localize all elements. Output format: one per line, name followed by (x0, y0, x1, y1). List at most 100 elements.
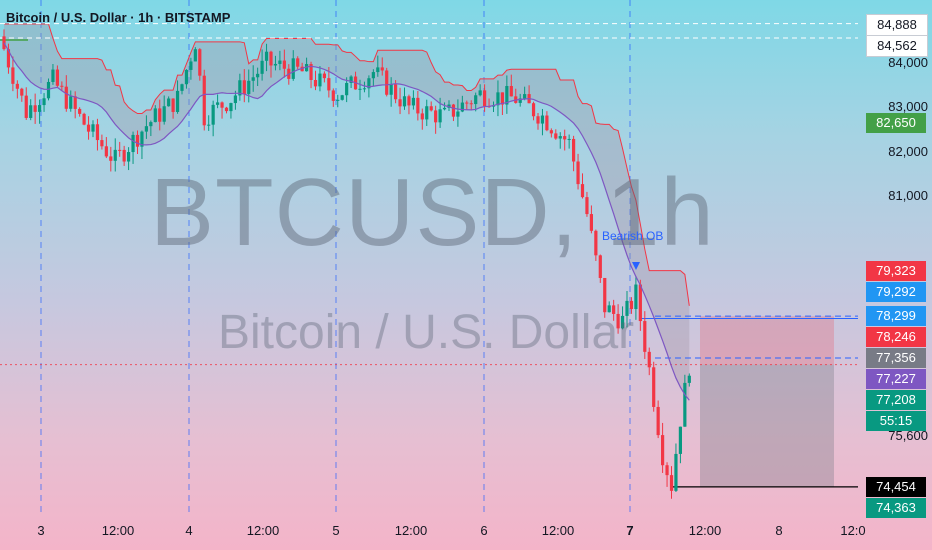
candle-body (563, 136, 567, 140)
candle-body (224, 107, 229, 112)
candle-body (95, 124, 100, 141)
candle-body (661, 435, 665, 466)
candle-body (683, 382, 687, 427)
candle-body (318, 73, 322, 87)
candle-body (394, 84, 398, 100)
candle-body (309, 64, 313, 80)
candle-body (380, 67, 384, 71)
candle-body (180, 84, 184, 91)
candle-body (523, 94, 527, 99)
price-tag: 79,292 (866, 281, 926, 302)
moving-average-line (3, 42, 690, 401)
price-axis[interactable]: 84,000 83,000 82,000 81,000 75,600 (858, 0, 932, 550)
candle-body (282, 60, 286, 69)
candle-body (202, 75, 206, 126)
candle-body (402, 96, 407, 107)
candle-body (674, 453, 678, 491)
candle-body (20, 88, 24, 96)
candle-body (585, 197, 589, 215)
candle-body (175, 90, 180, 112)
candle-body (545, 115, 549, 131)
candle-body (620, 315, 625, 329)
candle-body (278, 60, 282, 64)
time-tick-label: 12:00 (688, 523, 722, 538)
price-tick-label: 83,000 (888, 99, 928, 115)
candle-body (554, 133, 558, 139)
candle-body (442, 107, 447, 110)
price-tick-label: 84,000 (888, 55, 928, 70)
candle-body (78, 108, 82, 114)
candle-body (229, 103, 233, 112)
candle-body (46, 81, 51, 99)
candle-body (251, 77, 255, 81)
candle-body (198, 49, 202, 76)
symbol-watermark: BTCUSD, 1h (150, 159, 715, 266)
candle-body (149, 122, 153, 127)
candle-body (296, 58, 300, 67)
candle-body (411, 97, 415, 106)
candle-body (189, 61, 193, 70)
candle-body (625, 300, 629, 316)
take-profit-zone (700, 364, 834, 487)
arrow-down-icon (632, 262, 640, 270)
candle-body (460, 102, 464, 112)
candle-body (478, 90, 482, 96)
candle-body (362, 88, 367, 90)
candle-body (389, 84, 393, 95)
candle-body (38, 105, 42, 112)
candle-body (647, 351, 651, 368)
candle-body (345, 82, 349, 96)
candle-body (416, 97, 420, 114)
candle-body (29, 105, 33, 118)
candle-body (629, 300, 634, 310)
candle-body (376, 67, 380, 73)
candle-body (327, 78, 331, 91)
candle-body (469, 103, 473, 105)
candle-body (242, 80, 246, 94)
candle-body (33, 105, 37, 112)
candle-body (91, 124, 95, 132)
candle-body (264, 51, 269, 61)
candle-body (616, 313, 620, 329)
candle-body (127, 152, 131, 162)
candle-body (572, 138, 576, 162)
candle-body (291, 58, 295, 79)
price-tag: 82,650 (866, 112, 926, 133)
candle-body (483, 90, 487, 107)
candle-body (603, 277, 607, 313)
candle-body (100, 140, 104, 147)
candle-body (598, 255, 602, 278)
candle-body (638, 284, 642, 322)
candle-body (233, 95, 237, 104)
candle-body (407, 96, 411, 106)
time-tick-label: 5 (332, 523, 340, 538)
candle-body (86, 124, 91, 132)
time-tick-label: 12:00 (101, 523, 135, 538)
candle-body (612, 305, 616, 314)
candle-body (64, 86, 68, 109)
price-tag: 74,363 (866, 497, 926, 518)
candle-body (322, 73, 326, 79)
candle-body (505, 85, 509, 105)
candle-body (109, 156, 113, 161)
candle-body (11, 67, 15, 84)
candle-body (158, 108, 162, 122)
candle-body (167, 98, 171, 107)
candle-body (536, 116, 540, 124)
candle-body (60, 85, 64, 87)
price-tag: 77,227 (866, 369, 926, 390)
candle-body (51, 69, 55, 82)
candle-body (6, 49, 11, 68)
candle-body (122, 149, 126, 162)
candle-body (104, 146, 108, 157)
candle-body (349, 76, 353, 83)
time-tick-label: 12:00 (541, 523, 575, 538)
candle-body (425, 106, 429, 120)
candle-body (398, 99, 402, 107)
price-tick-label: 75,600 (888, 428, 928, 443)
candle-body (669, 475, 674, 491)
candle-body (589, 214, 593, 231)
candle-body (336, 99, 340, 101)
